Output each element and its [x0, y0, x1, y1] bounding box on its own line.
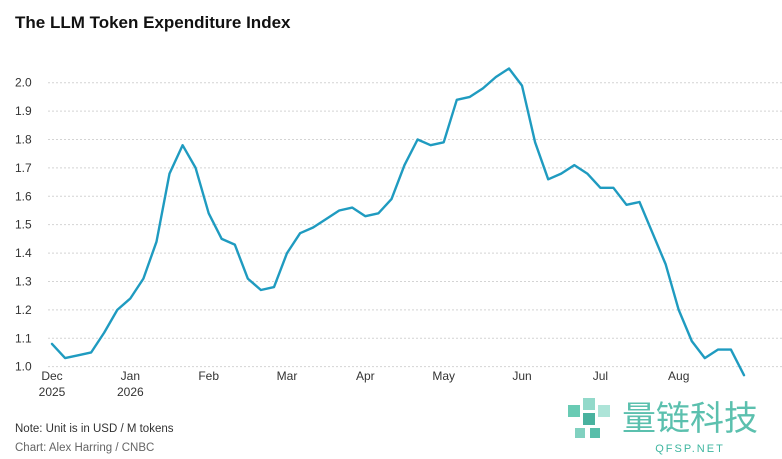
y-tick-label: 1.9 — [15, 104, 32, 118]
source: Chart: Alex Harring / CNBC — [15, 442, 154, 454]
y-tick-label: 1.0 — [15, 360, 32, 374]
x-tick-label: Feb — [198, 369, 219, 383]
y-tick-label: 1.1 — [15, 331, 32, 345]
y-tick-label: 1.4 — [15, 246, 32, 260]
y-tick-label: 1.6 — [15, 189, 32, 203]
x-tick-label: Dec 2025 — [39, 369, 66, 399]
x-tick-label: Mar — [277, 369, 298, 383]
x-tick-label: Jul — [593, 369, 608, 383]
chart-title: The LLM Token Expenditure Index — [15, 13, 291, 32]
x-tick-label: Aug — [668, 369, 689, 383]
x-tick-label: May — [432, 369, 455, 383]
y-tick-label: 1.5 — [15, 218, 32, 232]
y-tick-label: 1.2 — [15, 303, 32, 317]
watermark-url: QFSP.NET — [655, 443, 725, 455]
watermark-text: 量链科技 — [622, 400, 758, 438]
x-tick-label: Jan 2026 — [117, 369, 144, 399]
y-tick-label: 1.3 — [15, 274, 32, 288]
y-tick-label: 1.8 — [15, 133, 32, 147]
watermark-logo — [568, 398, 610, 438]
line — [50, 67, 746, 377]
x-tick-label: Jun — [512, 369, 531, 383]
note: Note: Unit is in USD / M tokens — [15, 423, 174, 435]
y-tick-label: 2.0 — [15, 76, 32, 90]
y-tick-label: 1.7 — [15, 161, 32, 175]
x-tick-label: Apr — [356, 369, 375, 383]
